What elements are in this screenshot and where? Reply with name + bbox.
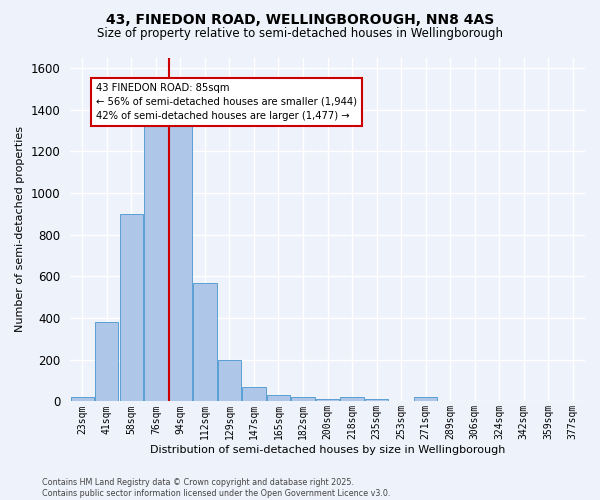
Bar (71, 397, 94, 402)
Y-axis label: Number of semi-detached properties: Number of semi-detached properties (15, 126, 25, 332)
Text: Size of property relative to semi-detached houses in Wellingborough: Size of property relative to semi-detach… (97, 28, 503, 40)
Bar (119, 214, 143, 402)
Bar (218, 360, 241, 402)
Bar (316, 400, 339, 402)
Bar (169, 126, 192, 402)
X-axis label: Distribution of semi-detached houses by size in Wellingborough: Distribution of semi-detached houses by … (150, 445, 505, 455)
Bar (242, 387, 266, 402)
Bar (267, 395, 290, 402)
Bar (414, 397, 437, 402)
Text: 43, FINEDON ROAD, WELLINGBOROUGH, NN8 4AS: 43, FINEDON ROAD, WELLINGBOROUGH, NN8 4A… (106, 12, 494, 26)
Bar (95, 322, 118, 402)
Bar (340, 397, 364, 402)
Bar (292, 397, 314, 402)
Bar (193, 282, 217, 402)
Text: Contains HM Land Registry data © Crown copyright and database right 2025.
Contai: Contains HM Land Registry data © Crown c… (42, 478, 391, 498)
Bar (365, 400, 388, 402)
Text: 43 FINEDON ROAD: 85sqm
← 56% of semi-detached houses are smaller (1,944)
42% of : 43 FINEDON ROAD: 85sqm ← 56% of semi-det… (96, 82, 357, 120)
Bar (144, 126, 167, 402)
